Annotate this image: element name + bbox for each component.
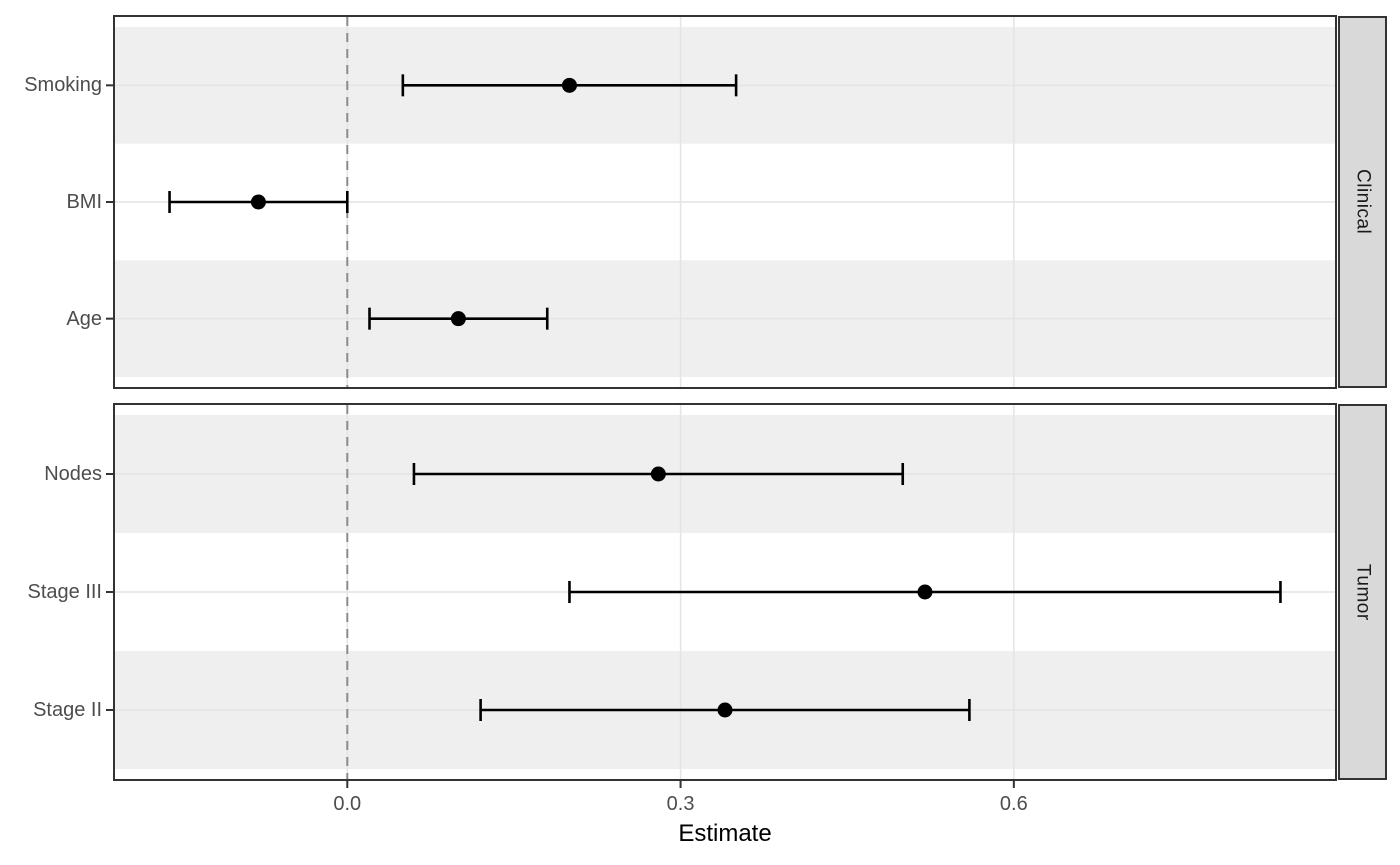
- x-tick-label-0.0: 0.0: [333, 793, 362, 815]
- x-tick-label-0.6: 0.6: [999, 793, 1028, 815]
- estimate-point: [917, 584, 933, 600]
- facet-strip-tumor: Tumor: [1338, 404, 1387, 780]
- y-label-nodes: Nodes: [44, 463, 102, 485]
- y-label-age: Age: [66, 307, 102, 330]
- y-label-stage-iii: Stage III: [27, 581, 103, 603]
- x-axis-title: Estimate: [678, 820, 772, 847]
- estimate-point: [561, 77, 577, 93]
- y-label-smoking: Smoking: [24, 74, 102, 97]
- facet-strip-clinical-label: Clinical: [1352, 169, 1374, 235]
- facet-strip-clinical: Clinical: [1338, 16, 1387, 388]
- estimate-point: [450, 311, 466, 327]
- estimate-point: [650, 466, 666, 482]
- estimate-point: [250, 194, 266, 210]
- y-label-bmi: BMI: [66, 191, 102, 213]
- estimate-point: [717, 702, 733, 718]
- facet-strip-tumor-label: Tumor: [1352, 563, 1374, 621]
- x-tick-label-0.3: 0.3: [666, 793, 695, 815]
- y-label-stage-ii: Stage II: [33, 699, 102, 721]
